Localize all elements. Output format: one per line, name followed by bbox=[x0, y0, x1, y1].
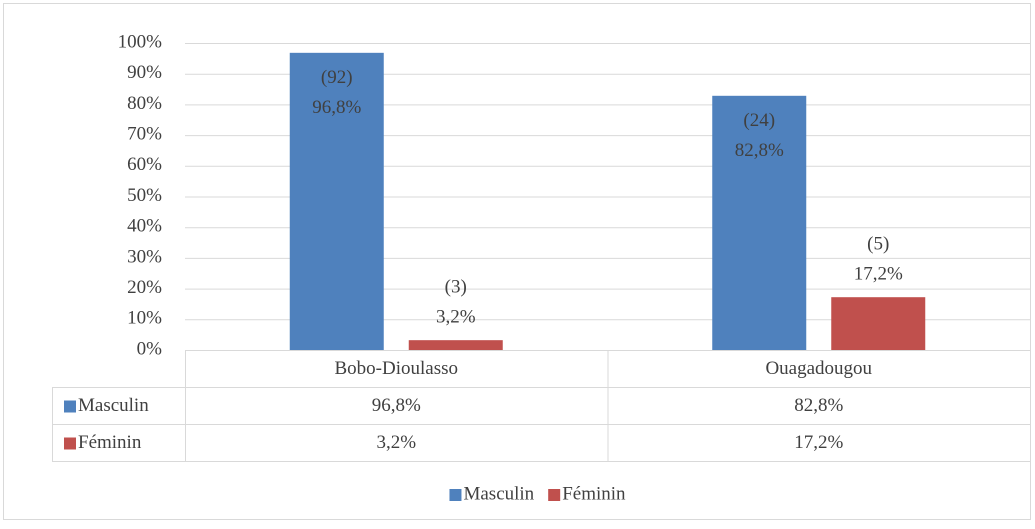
table-legend-key bbox=[64, 400, 76, 413]
table-row-label: Masculin bbox=[78, 395, 149, 416]
data-label: (5) bbox=[867, 234, 889, 255]
data-label: 17,2% bbox=[854, 264, 903, 285]
table-cell: 17,2% bbox=[794, 432, 843, 453]
chart-frame bbox=[3, 3, 1031, 520]
table-legend-key bbox=[64, 437, 76, 450]
y-tick-label: 70% bbox=[127, 123, 162, 144]
y-tick-label: 10% bbox=[127, 308, 162, 329]
legend-key bbox=[548, 489, 561, 501]
y-tick-label: 0% bbox=[137, 338, 163, 359]
table-cell: 82,8% bbox=[794, 395, 843, 416]
data-label: (3) bbox=[445, 277, 467, 298]
y-tick-label: 20% bbox=[127, 277, 162, 298]
y-tick-label: 80% bbox=[127, 93, 162, 114]
bar bbox=[831, 297, 926, 350]
data-label: 96,8% bbox=[312, 97, 361, 118]
data-label: (92) bbox=[321, 67, 353, 88]
table-cell: 3,2% bbox=[376, 432, 416, 453]
legend-label: Masculin bbox=[463, 483, 534, 504]
table-row-label: Féminin bbox=[78, 432, 142, 453]
data-label: 82,8% bbox=[735, 140, 784, 161]
y-tick-label: 30% bbox=[127, 246, 162, 267]
legend-label: Féminin bbox=[562, 483, 626, 504]
legend-key bbox=[449, 489, 462, 501]
bar bbox=[289, 52, 384, 350]
data-label: 3,2% bbox=[436, 307, 476, 328]
x-tick-label: Ouagadougou bbox=[765, 358, 872, 379]
y-tick-label: 60% bbox=[127, 154, 162, 175]
table-cell: 96,8% bbox=[372, 395, 421, 416]
y-tick-label: 100% bbox=[118, 31, 163, 52]
y-tick-label: 90% bbox=[127, 62, 162, 83]
data-label: (24) bbox=[743, 110, 775, 131]
bar bbox=[408, 340, 503, 350]
x-tick-label: Bobo-Dioulasso bbox=[335, 358, 459, 379]
y-tick-label: 40% bbox=[127, 216, 162, 237]
y-tick-label: 50% bbox=[127, 185, 162, 206]
bar bbox=[712, 95, 807, 350]
